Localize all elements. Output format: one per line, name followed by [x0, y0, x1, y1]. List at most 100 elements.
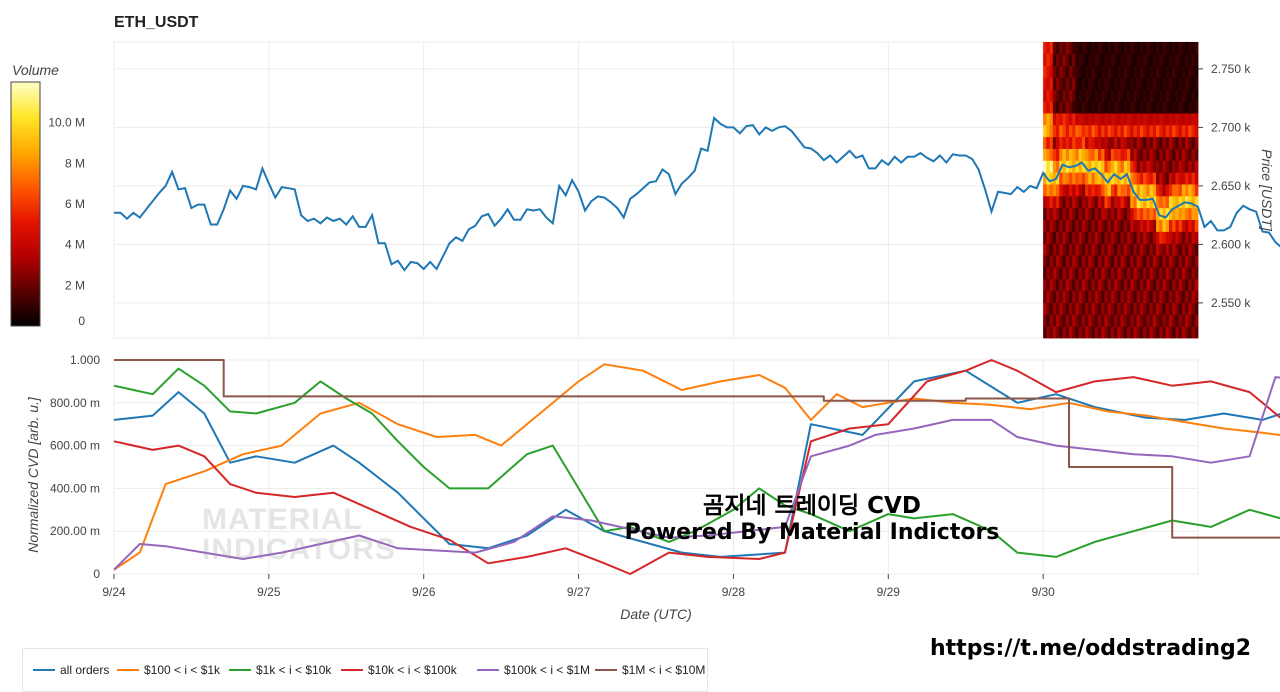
heatmap-cell: [1162, 42, 1167, 55]
heatmap-cell: [1120, 326, 1125, 339]
heatmap-cell: [1194, 65, 1199, 78]
heatmap-cell: [1085, 172, 1089, 185]
heatmap-cell: [1068, 207, 1073, 220]
cvd-ytick-label: 600.00 m: [50, 439, 100, 453]
heatmap-cell: [1107, 124, 1112, 138]
heatmap-cell: [1101, 53, 1105, 67]
heatmap-cell: [1078, 302, 1083, 315]
heatmap-cell: [1110, 184, 1115, 197]
heatmap-cell: [1078, 314, 1083, 327]
cvd-ytick-label: 800.00 m: [50, 396, 100, 410]
heatmap-cell: [1107, 290, 1112, 303]
heatmap-cell: [1139, 231, 1144, 244]
heatmap-cell: [1065, 243, 1070, 256]
heatmap-cell: [1110, 207, 1115, 220]
heatmap-cell: [1101, 243, 1105, 256]
heatmap-cell: [1120, 77, 1125, 90]
legend-item-3[interactable]: $10k < i < $100k: [341, 663, 457, 677]
heatmap-cell: [1181, 53, 1186, 67]
heatmap-cell: [1059, 255, 1063, 268]
heatmap-cell: [1078, 136, 1083, 149]
heatmap-cell: [1143, 326, 1147, 339]
heatmap-cell: [1110, 42, 1115, 55]
heatmap-cell: [1114, 53, 1118, 67]
heatmap-cell: [1046, 255, 1050, 268]
heatmap-cell: [1185, 326, 1189, 339]
heatmap-cell: [1127, 231, 1131, 244]
heatmap-cell: [1062, 195, 1067, 209]
heatmap-cell: [1088, 243, 1092, 256]
heatmap-cell: [1075, 53, 1080, 67]
heatmap-cell: [1078, 184, 1083, 197]
heatmap-cell: [1156, 113, 1160, 126]
heatmap-cell: [1188, 101, 1192, 114]
heatmap-cell: [1181, 278, 1186, 292]
heatmap-cell: [1123, 101, 1128, 114]
heatmap-cell: [1168, 314, 1173, 327]
heatmap-cell: [1056, 124, 1060, 138]
heatmap-cell: [1081, 77, 1086, 90]
heatmap-cell: [1059, 290, 1063, 303]
heatmap-cell: [1049, 278, 1054, 292]
heatmap-cell: [1178, 65, 1183, 78]
heatmap-cell: [1046, 77, 1050, 90]
heatmap-cell: [1159, 53, 1163, 67]
heatmap-cell: [1194, 326, 1199, 339]
heatmap-cell: [1120, 278, 1125, 292]
legend-item-2[interactable]: $1k < i < $10k: [229, 663, 331, 677]
heatmap-cell: [1133, 266, 1138, 280]
heatmap-cell: [1120, 124, 1125, 138]
heatmap-cell: [1175, 124, 1180, 138]
heatmap-cell: [1094, 113, 1099, 126]
heatmap-cell: [1168, 278, 1173, 292]
heatmap-cell: [1081, 89, 1086, 102]
heatmap-cell: [1068, 326, 1073, 339]
heatmap-cell: [1130, 65, 1134, 78]
heatmap-cell: [1188, 53, 1192, 67]
heatmap-cell: [1052, 148, 1057, 161]
heatmap-cell: [1139, 266, 1144, 280]
telegram-link[interactable]: https://t.me/oddstrading2: [930, 636, 1252, 661]
heatmap-cell: [1152, 326, 1157, 339]
heatmap-cell: [1149, 65, 1154, 78]
legend-item-0[interactable]: all orders: [33, 663, 109, 677]
heatmap-cell: [1072, 314, 1076, 327]
heatmap-cell: [1130, 136, 1134, 149]
heatmap-cell: [1159, 266, 1163, 280]
heatmap-cell: [1078, 124, 1083, 138]
heatmap-cell: [1049, 113, 1054, 126]
heatmap-cell: [1139, 255, 1144, 268]
heatmap-cell: [1136, 290, 1141, 303]
heatmap-cell: [1159, 89, 1163, 102]
heatmap-cell: [1156, 255, 1160, 268]
heatmap-cell: [1162, 278, 1167, 292]
legend-item-1[interactable]: $100 < i < $1k: [117, 663, 220, 677]
heatmap-cell: [1075, 243, 1080, 256]
heatmap-cell: [1059, 65, 1063, 78]
heatmap-cell: [1130, 101, 1134, 114]
heatmap-cell: [1185, 101, 1189, 114]
heatmap-cell: [1085, 42, 1089, 55]
heatmap-cell: [1181, 326, 1186, 339]
heatmap-cell: [1130, 172, 1134, 185]
heatmap-cell: [1062, 101, 1067, 114]
heatmap-cell: [1123, 160, 1128, 173]
heatmap-cell: [1107, 89, 1112, 102]
heatmap-cell: [1110, 278, 1115, 292]
heatmap-cell: [1139, 302, 1144, 315]
legend-item-4[interactable]: $100k < i < $1M: [477, 663, 590, 677]
heatmap-cell: [1127, 184, 1131, 197]
heatmap-cell: [1101, 172, 1105, 185]
heatmap-cell: [1123, 290, 1128, 303]
heatmap-cell: [1101, 89, 1105, 102]
heatmap-cell: [1133, 326, 1138, 339]
heatmap-cell: [1194, 302, 1199, 315]
watermark-line-2: Powered By Material Indictors: [624, 520, 1000, 545]
heatmap-cell: [1143, 314, 1147, 327]
heatmap-cell: [1159, 65, 1163, 78]
heatmap-cell: [1139, 160, 1144, 173]
heatmap-cell: [1059, 42, 1063, 55]
heatmap-cell: [1172, 101, 1176, 114]
heatmap-cell: [1188, 136, 1192, 149]
legend-item-5[interactable]: $1M < i < $10M: [595, 663, 705, 677]
